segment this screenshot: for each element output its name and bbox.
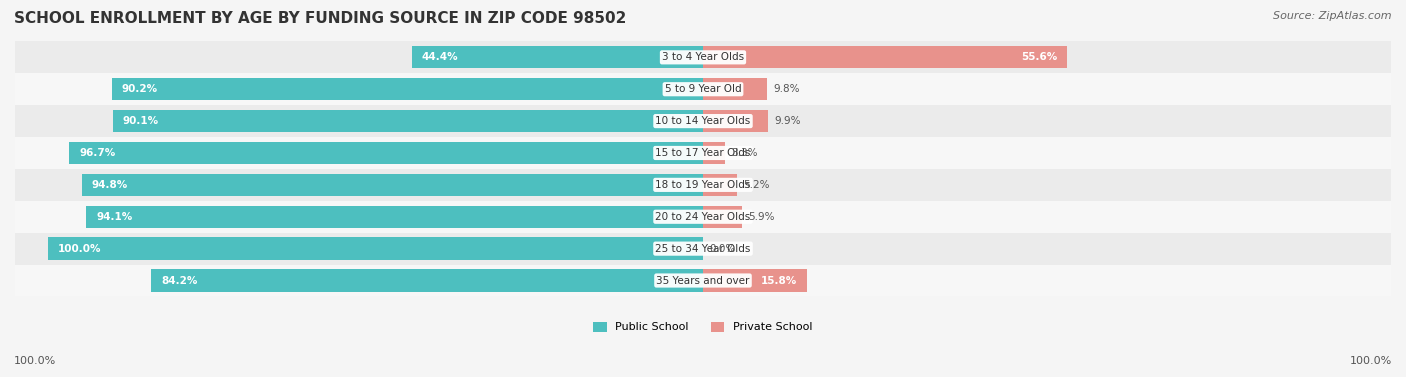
Text: 25 to 34 Year Olds: 25 to 34 Year Olds: [655, 244, 751, 254]
Bar: [703, 142, 724, 164]
Bar: [15, 41, 1391, 73]
Text: SCHOOL ENROLLMENT BY AGE BY FUNDING SOURCE IN ZIP CODE 98502: SCHOOL ENROLLMENT BY AGE BY FUNDING SOUR…: [14, 11, 627, 26]
Text: 3 to 4 Year Olds: 3 to 4 Year Olds: [662, 52, 744, 62]
Text: 15 to 17 Year Olds: 15 to 17 Year Olds: [655, 148, 751, 158]
Bar: [82, 174, 703, 196]
Text: 5.9%: 5.9%: [748, 212, 775, 222]
Legend: Public School, Private School: Public School, Private School: [589, 317, 817, 337]
Bar: [15, 201, 1391, 233]
Text: 15.8%: 15.8%: [761, 276, 797, 285]
Bar: [112, 78, 703, 100]
Text: 0.0%: 0.0%: [710, 244, 735, 254]
Text: 9.9%: 9.9%: [775, 116, 801, 126]
Bar: [15, 137, 1391, 169]
Text: 96.7%: 96.7%: [79, 148, 115, 158]
Text: 20 to 24 Year Olds: 20 to 24 Year Olds: [655, 212, 751, 222]
Bar: [15, 169, 1391, 201]
Text: 100.0%: 100.0%: [1350, 356, 1392, 366]
Text: 9.8%: 9.8%: [773, 84, 800, 94]
Bar: [703, 269, 807, 292]
Bar: [15, 73, 1391, 105]
Bar: [15, 105, 1391, 137]
Text: 5 to 9 Year Old: 5 to 9 Year Old: [665, 84, 741, 94]
Bar: [112, 110, 703, 132]
Text: 94.8%: 94.8%: [91, 180, 128, 190]
Bar: [703, 46, 1067, 69]
Text: 94.1%: 94.1%: [96, 212, 132, 222]
Text: 18 to 19 Year Olds: 18 to 19 Year Olds: [655, 180, 751, 190]
Bar: [703, 110, 768, 132]
Bar: [15, 265, 1391, 296]
Text: 10 to 14 Year Olds: 10 to 14 Year Olds: [655, 116, 751, 126]
Bar: [703, 205, 741, 228]
Bar: [703, 78, 768, 100]
Bar: [15, 233, 1391, 265]
Text: 90.2%: 90.2%: [122, 84, 157, 94]
Text: 100.0%: 100.0%: [14, 356, 56, 366]
Text: 90.1%: 90.1%: [122, 116, 159, 126]
Text: 100.0%: 100.0%: [58, 244, 101, 254]
Bar: [152, 269, 703, 292]
Bar: [86, 205, 703, 228]
Text: 35 Years and over: 35 Years and over: [657, 276, 749, 285]
Text: 3.3%: 3.3%: [731, 148, 758, 158]
Bar: [69, 142, 703, 164]
Text: 84.2%: 84.2%: [162, 276, 197, 285]
Bar: [703, 174, 737, 196]
Text: 55.6%: 55.6%: [1021, 52, 1057, 62]
Bar: [412, 46, 703, 69]
Bar: [48, 238, 703, 260]
Text: 5.2%: 5.2%: [744, 180, 770, 190]
Text: 44.4%: 44.4%: [422, 52, 458, 62]
Text: Source: ZipAtlas.com: Source: ZipAtlas.com: [1274, 11, 1392, 21]
